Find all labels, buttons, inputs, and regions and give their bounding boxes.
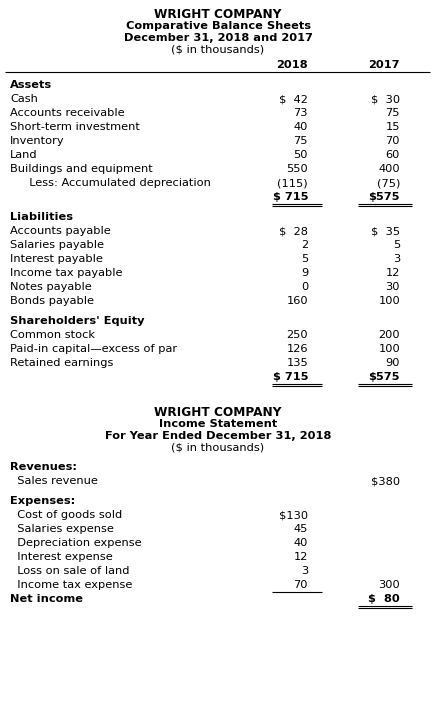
Text: Common stock: Common stock — [10, 330, 95, 340]
Text: $575: $575 — [368, 372, 400, 382]
Text: 550: 550 — [286, 164, 308, 174]
Text: ($ in thousands): ($ in thousands) — [171, 443, 265, 453]
Text: Cash: Cash — [10, 94, 38, 104]
Text: Loss on sale of land: Loss on sale of land — [10, 566, 129, 576]
Text: $  42: $ 42 — [279, 94, 308, 104]
Text: $  28: $ 28 — [279, 226, 308, 236]
Text: Income tax payable: Income tax payable — [10, 268, 123, 278]
Text: 40: 40 — [293, 122, 308, 132]
Text: WRIGHT COMPANY: WRIGHT COMPANY — [154, 8, 282, 21]
Text: (115): (115) — [277, 178, 308, 188]
Text: 12: 12 — [293, 552, 308, 562]
Text: 50: 50 — [293, 150, 308, 160]
Text: 45: 45 — [293, 524, 308, 534]
Text: Cost of goods sold: Cost of goods sold — [10, 510, 122, 520]
Text: Shareholders' Equity: Shareholders' Equity — [10, 316, 144, 326]
Text: Paid-in capital—excess of par: Paid-in capital—excess of par — [10, 344, 177, 354]
Text: 9: 9 — [301, 268, 308, 278]
Text: Buildings and equipment: Buildings and equipment — [10, 164, 153, 174]
Text: 75: 75 — [293, 136, 308, 146]
Text: $  35: $ 35 — [371, 226, 400, 236]
Text: Bonds payable: Bonds payable — [10, 296, 94, 306]
Text: 3: 3 — [393, 254, 400, 264]
Text: For Year Ended December 31, 2018: For Year Ended December 31, 2018 — [105, 431, 331, 441]
Text: 75: 75 — [385, 108, 400, 118]
Text: Depreciation expense: Depreciation expense — [10, 538, 142, 548]
Text: $ 715: $ 715 — [272, 192, 308, 202]
Text: 400: 400 — [378, 164, 400, 174]
Text: 3: 3 — [301, 566, 308, 576]
Text: $  80: $ 80 — [368, 594, 400, 604]
Text: 40: 40 — [293, 538, 308, 548]
Text: 100: 100 — [378, 296, 400, 306]
Text: 2018: 2018 — [276, 60, 308, 70]
Text: Income Statement: Income Statement — [159, 419, 277, 429]
Text: Assets: Assets — [10, 80, 52, 90]
Text: 70: 70 — [293, 580, 308, 590]
Text: $  30: $ 30 — [371, 94, 400, 104]
Text: 300: 300 — [378, 580, 400, 590]
Text: 90: 90 — [385, 358, 400, 368]
Text: 5: 5 — [393, 240, 400, 250]
Text: Sales revenue: Sales revenue — [10, 476, 98, 486]
Text: 100: 100 — [378, 344, 400, 354]
Text: Less: Accumulated depreciation: Less: Accumulated depreciation — [22, 178, 211, 188]
Text: Accounts receivable: Accounts receivable — [10, 108, 125, 118]
Text: Salaries payable: Salaries payable — [10, 240, 104, 250]
Text: (75): (75) — [377, 178, 400, 188]
Text: Notes payable: Notes payable — [10, 282, 92, 292]
Text: December 31, 2018 and 2017: December 31, 2018 and 2017 — [123, 33, 313, 43]
Text: Net income: Net income — [10, 594, 83, 604]
Text: Accounts payable: Accounts payable — [10, 226, 111, 236]
Text: Short-term investment: Short-term investment — [10, 122, 140, 132]
Text: 200: 200 — [378, 330, 400, 340]
Text: Revenues:: Revenues: — [10, 462, 77, 472]
Text: 5: 5 — [301, 254, 308, 264]
Text: Land: Land — [10, 150, 37, 160]
Text: 135: 135 — [286, 358, 308, 368]
Text: Expenses:: Expenses: — [10, 496, 75, 506]
Text: Income tax expense: Income tax expense — [10, 580, 133, 590]
Text: Salaries expense: Salaries expense — [10, 524, 114, 534]
Text: Comparative Balance Sheets: Comparative Balance Sheets — [126, 21, 310, 31]
Text: 30: 30 — [385, 282, 400, 292]
Text: $380: $380 — [371, 476, 400, 486]
Text: ($ in thousands): ($ in thousands) — [171, 45, 265, 55]
Text: 73: 73 — [293, 108, 308, 118]
Text: Retained earnings: Retained earnings — [10, 358, 113, 368]
Text: 126: 126 — [286, 344, 308, 354]
Text: 70: 70 — [385, 136, 400, 146]
Text: 0: 0 — [301, 282, 308, 292]
Text: $ 715: $ 715 — [272, 372, 308, 382]
Text: 2: 2 — [301, 240, 308, 250]
Text: WRIGHT COMPANY: WRIGHT COMPANY — [154, 406, 282, 419]
Text: Interest payable: Interest payable — [10, 254, 103, 264]
Text: 2017: 2017 — [368, 60, 400, 70]
Text: 60: 60 — [385, 150, 400, 160]
Text: $130: $130 — [279, 510, 308, 520]
Text: 160: 160 — [286, 296, 308, 306]
Text: 250: 250 — [286, 330, 308, 340]
Text: 15: 15 — [385, 122, 400, 132]
Text: Inventory: Inventory — [10, 136, 65, 146]
Text: 12: 12 — [385, 268, 400, 278]
Text: Liabilities: Liabilities — [10, 212, 73, 222]
Text: Interest expense: Interest expense — [10, 552, 113, 562]
Text: $575: $575 — [368, 192, 400, 202]
